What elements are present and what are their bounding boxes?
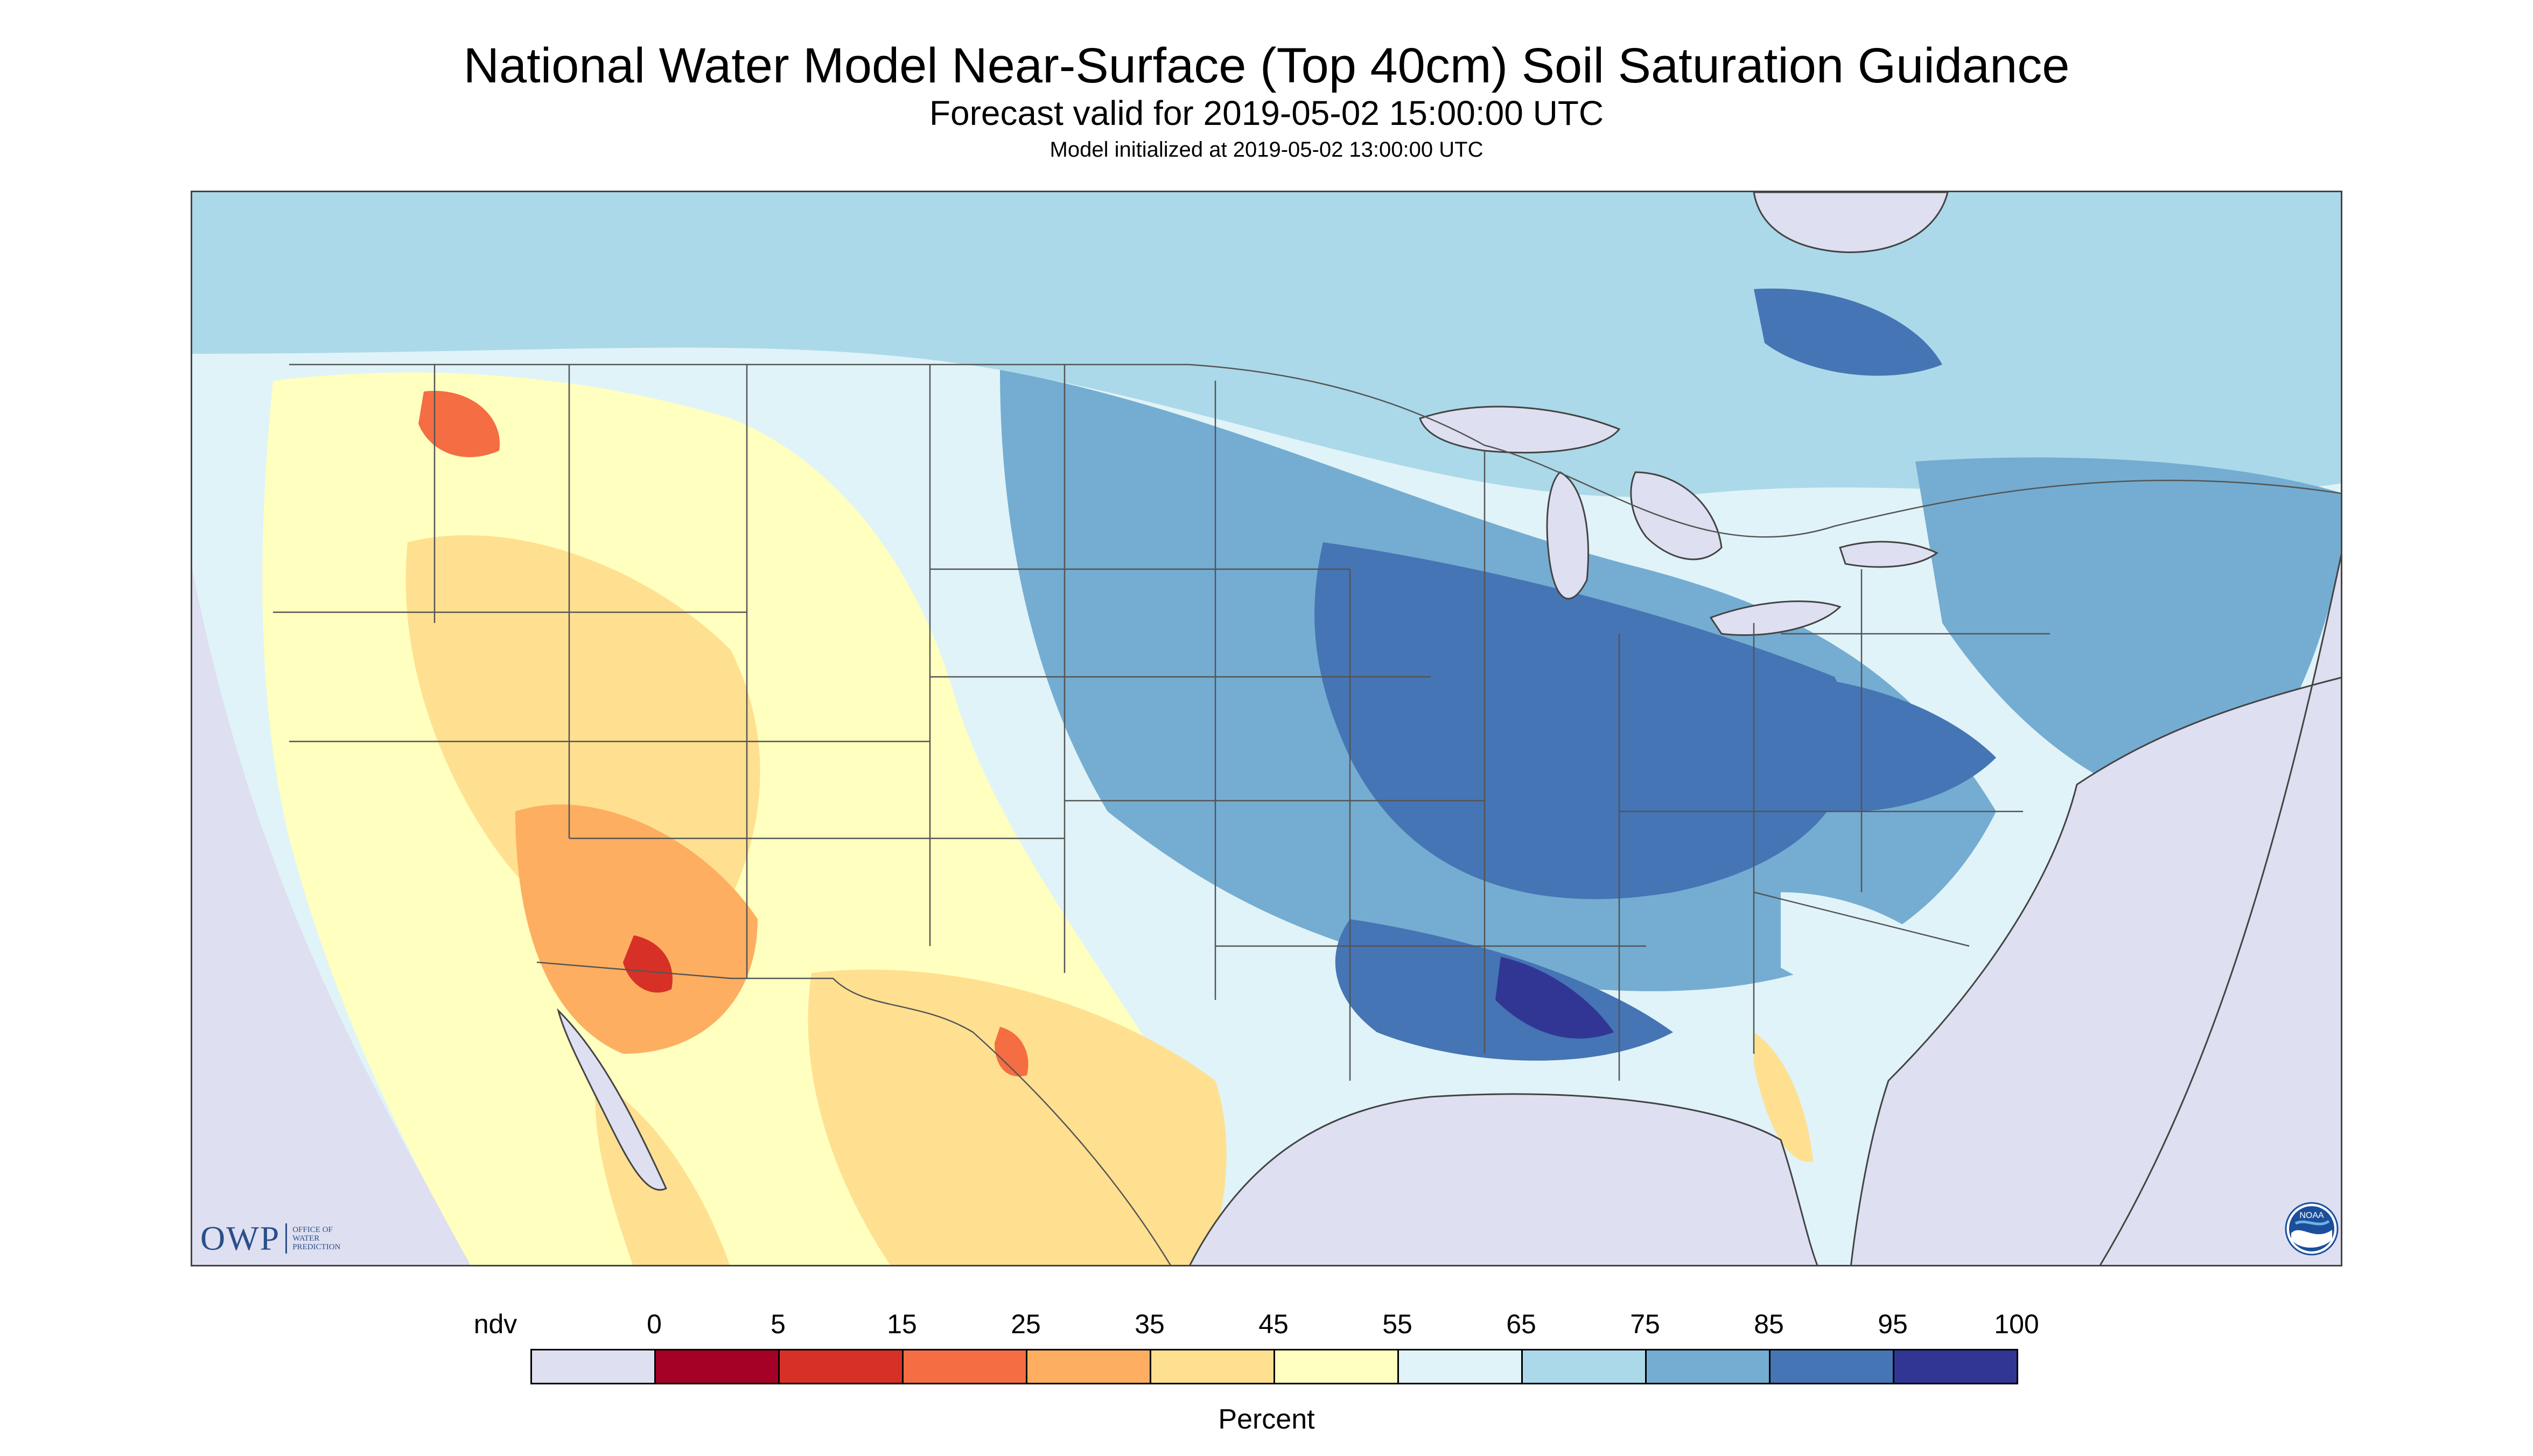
legend-tick-label: 95 [1878,1309,1908,1339]
soil-saturation-map [191,191,2342,1266]
owp-logo-mark: OWP [200,1219,281,1257]
midwest-saturated-zone [1314,542,1852,899]
legend-tick-label: 0 [647,1309,662,1339]
forecast-valid-time: Forecast valid for 2019-05-02 15:00:00 U… [929,94,1604,132]
noaa-logo-text: NOAA [2299,1211,2324,1220]
atlantic-ocean [1850,553,2341,1265]
legend-swatch [1150,1349,1275,1384]
legend-tick-label: 85 [1754,1309,1784,1339]
southwest-desert-dry [515,804,758,1054]
lower-mississippi-core [1495,957,1614,1039]
owp-logo-divider [285,1223,288,1254]
legend-swatch [1397,1349,1523,1384]
legend-swatch [1645,1349,1771,1384]
legend-swatch [1521,1349,1647,1384]
ohio-valley-saturated [1718,675,1996,812]
lake-michigan [1546,471,1590,600]
legend-swatch [1274,1349,1399,1384]
canada-wet-zone [192,192,2341,497]
legend-tick-label: 15 [887,1309,917,1339]
legend-tick-label: ndv [473,1309,517,1339]
legend-title: Percent [1218,1404,1315,1435]
model-init-time: Model initialized at 2019-05-02 13:00:00… [1049,138,1484,162]
quebec-saturated [1754,288,1942,376]
southeast-mixed [1781,892,1969,1000]
legend-tick-label: 5 [771,1309,786,1339]
lake-superior [1419,405,1621,454]
political-boundaries [273,363,2341,1265]
legend-swatch [530,1349,656,1384]
map-title: National Water Model Near-Surface (Top 4… [463,38,2070,93]
owp-logo-text: OFFICE OF WATER PREDICTION [292,1226,341,1251]
gulf-of-mexico [1189,1093,1818,1265]
oregon-dry-patch [418,390,500,457]
gulf-of-california [557,1008,667,1191]
legend-tick-label: 45 [1258,1309,1289,1339]
legend-swatch [1026,1349,1151,1384]
hudson-bay-edge [1753,192,1949,253]
california-dry-patch [623,935,673,993]
lake-huron [1630,471,1723,561]
us-canada-border [289,363,2341,538]
us-mexico-border [536,961,1171,1265]
legend-tick-label: 65 [1506,1309,1536,1339]
legend-tick-label: 75 [1630,1309,1660,1339]
lake-ontario [1839,541,1939,568]
legend-tick-label: 25 [1011,1309,1041,1339]
legend-swatch [1893,1349,2018,1384]
legend-tick-label: 100 [1994,1309,2039,1339]
legend-tick-label: 35 [1135,1309,1165,1339]
texas-mexico-dry-zone [808,969,1227,1265]
lake-erie [1709,600,1842,636]
legend-swatch [1769,1349,1894,1384]
rio-grande-dry-patch [995,1027,1028,1076]
legend-swatch [902,1349,1027,1384]
legend-tick-label: 55 [1382,1309,1412,1339]
noaa-logo: NOAA [2285,1202,2339,1256]
legend-swatch [654,1349,780,1384]
legend-swatch [778,1349,904,1384]
owp-logo: OWP OFFICE OF WATER PREDICTION [200,1219,340,1258]
florida-wet-spot [1754,1032,1813,1162]
